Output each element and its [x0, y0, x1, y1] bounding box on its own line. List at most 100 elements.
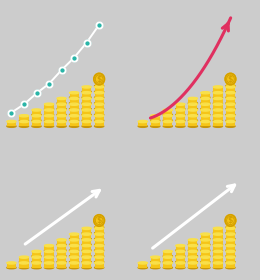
Ellipse shape [95, 114, 104, 116]
Bar [95, 246, 104, 250]
Ellipse shape [57, 244, 66, 247]
Bar [32, 257, 41, 262]
Bar [176, 104, 185, 109]
Ellipse shape [95, 125, 104, 127]
Ellipse shape [69, 114, 79, 116]
Ellipse shape [188, 239, 197, 241]
Ellipse shape [95, 256, 104, 258]
Ellipse shape [82, 249, 91, 251]
Ellipse shape [44, 249, 54, 251]
Ellipse shape [176, 255, 185, 257]
Ellipse shape [163, 115, 172, 117]
Ellipse shape [226, 267, 235, 269]
Ellipse shape [201, 92, 210, 94]
Bar [226, 87, 235, 92]
Ellipse shape [201, 120, 210, 123]
Ellipse shape [82, 232, 91, 234]
Bar [69, 93, 79, 97]
Ellipse shape [151, 119, 160, 122]
Text: $: $ [228, 216, 233, 225]
Bar [44, 251, 54, 256]
Ellipse shape [69, 92, 79, 94]
Ellipse shape [20, 119, 29, 122]
Ellipse shape [226, 92, 235, 94]
Bar [213, 251, 223, 256]
Ellipse shape [82, 261, 91, 263]
Circle shape [225, 73, 236, 85]
Bar [163, 263, 172, 268]
Bar [213, 257, 223, 262]
Bar [82, 263, 91, 268]
Ellipse shape [201, 249, 210, 251]
Ellipse shape [176, 244, 185, 247]
Ellipse shape [20, 262, 29, 264]
Ellipse shape [7, 125, 16, 127]
Circle shape [225, 215, 236, 226]
Bar [57, 257, 66, 262]
Ellipse shape [95, 115, 104, 117]
Ellipse shape [69, 249, 79, 251]
Bar [163, 110, 172, 115]
Ellipse shape [213, 96, 223, 99]
Ellipse shape [213, 97, 223, 100]
Ellipse shape [226, 85, 235, 87]
Ellipse shape [95, 226, 104, 228]
Ellipse shape [163, 267, 172, 269]
Ellipse shape [213, 233, 223, 235]
Ellipse shape [163, 262, 172, 264]
Ellipse shape [201, 115, 210, 117]
Ellipse shape [95, 221, 104, 224]
Bar [213, 87, 223, 92]
Ellipse shape [44, 108, 54, 110]
Ellipse shape [213, 227, 223, 229]
Ellipse shape [20, 125, 29, 127]
Ellipse shape [82, 262, 91, 264]
Ellipse shape [176, 125, 185, 127]
Ellipse shape [32, 125, 41, 127]
Ellipse shape [57, 103, 66, 105]
Ellipse shape [95, 249, 104, 251]
Ellipse shape [188, 244, 197, 246]
Ellipse shape [95, 261, 104, 263]
Bar [226, 122, 235, 126]
Ellipse shape [163, 255, 172, 257]
Ellipse shape [151, 256, 160, 258]
Bar [213, 240, 223, 245]
Bar [20, 257, 29, 262]
Ellipse shape [226, 255, 235, 257]
Ellipse shape [213, 250, 223, 253]
Ellipse shape [95, 85, 104, 87]
Bar [69, 110, 79, 115]
Ellipse shape [188, 261, 197, 263]
Ellipse shape [176, 115, 185, 117]
Circle shape [94, 73, 105, 85]
Bar [226, 234, 235, 239]
Ellipse shape [188, 267, 197, 269]
Ellipse shape [213, 103, 223, 105]
Bar [95, 228, 104, 233]
Ellipse shape [95, 102, 104, 104]
Ellipse shape [226, 120, 235, 123]
Bar [95, 263, 104, 268]
Bar [57, 122, 66, 126]
Bar [82, 116, 91, 120]
Ellipse shape [44, 256, 54, 258]
Bar [82, 228, 91, 233]
Bar [95, 257, 104, 262]
Ellipse shape [213, 92, 223, 94]
Ellipse shape [57, 108, 66, 110]
Ellipse shape [95, 255, 104, 257]
Bar [188, 122, 197, 126]
Ellipse shape [226, 96, 235, 99]
Bar [138, 263, 147, 268]
Bar [95, 240, 104, 245]
Bar [213, 234, 223, 239]
Bar [226, 104, 235, 109]
Ellipse shape [95, 267, 104, 269]
Ellipse shape [176, 256, 185, 258]
Ellipse shape [82, 250, 91, 253]
Ellipse shape [151, 261, 160, 263]
Bar [226, 228, 235, 233]
Bar [44, 257, 54, 262]
Ellipse shape [188, 255, 197, 257]
